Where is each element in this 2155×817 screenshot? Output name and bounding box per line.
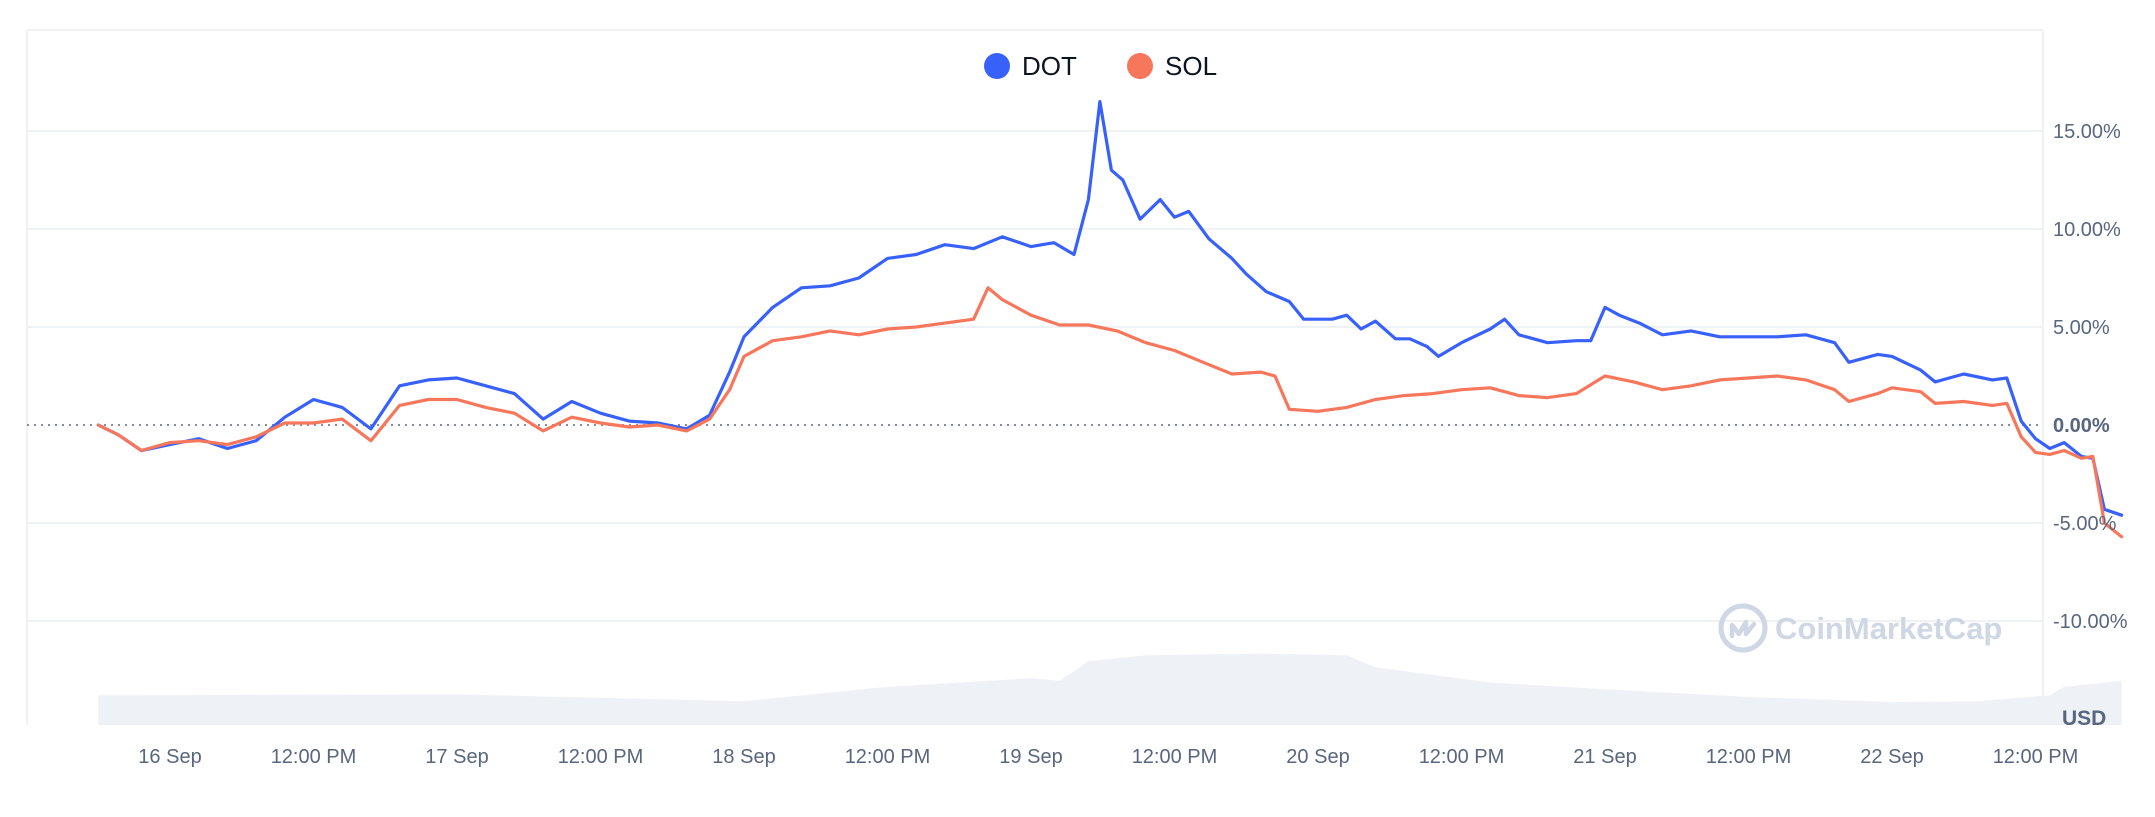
x-tick-label: 19 Sep <box>999 746 1062 768</box>
currency-unit-label: USD <box>2062 707 2106 730</box>
x-tick-label: 20 Sep <box>1286 746 1349 768</box>
watermark-text: CoinMarketCap <box>1775 611 2002 646</box>
x-tick-label: 12:00 PM <box>1419 746 1505 768</box>
watermark: CoinMarketCap <box>1718 603 2002 653</box>
legend-item-sol[interactable]: SOL <box>1127 51 1217 81</box>
legend-marker[interactable] <box>984 53 1010 79</box>
y-tick-label: -5.00% <box>2053 513 2117 535</box>
x-tick-label: 12:00 PM <box>845 746 931 768</box>
volume-layer <box>98 653 2122 725</box>
x-axis: 16 Sep 12:00 PM 17 Sep 12:00 PM 18 Sep 12:00 … <box>138 746 2078 768</box>
volume-area <box>98 653 2122 725</box>
y-axis: 15.00% 10.00% 5.00% 0.00% -5.00% -10.00% <box>2053 121 2128 633</box>
x-tick-label: 18 Sep <box>712 746 775 768</box>
x-tick-label: 16 Sep <box>138 746 201 768</box>
legend-label[interactable]: DOT <box>1022 51 1077 81</box>
x-tick-label: 12:00 PM <box>1132 746 1218 768</box>
x-tick-label: 21 Sep <box>1573 746 1636 768</box>
legend[interactable]: DOT SOL <box>984 51 1217 81</box>
x-tick-label: 12:00 PM <box>1993 746 2079 768</box>
legend-marker[interactable] <box>1127 53 1153 79</box>
series-line-dot[interactable] <box>96 100 2124 517</box>
legend-item-dot[interactable]: DOT <box>984 51 1077 81</box>
series-layer <box>96 100 2124 539</box>
y-tick-label: 5.00% <box>2053 317 2110 339</box>
y-tick-label: 10.00% <box>2053 219 2121 241</box>
series-line-sol[interactable] <box>96 286 2124 539</box>
legend-label[interactable]: SOL <box>1165 51 1217 81</box>
y-tick-label: -10.00% <box>2053 611 2128 633</box>
y-tick-label: 0.00% <box>2053 415 2110 437</box>
x-tick-label: 17 Sep <box>425 746 488 768</box>
x-tick-label: 12:00 PM <box>271 746 357 768</box>
x-tick-label: 12:00 PM <box>1706 746 1792 768</box>
x-tick-label: 12:00 PM <box>558 746 644 768</box>
grid-layer <box>26 29 2044 725</box>
x-tick-label: 22 Sep <box>1860 746 1923 768</box>
y-tick-label: 15.00% <box>2053 121 2121 143</box>
coinmarketcap-logo-icon <box>1718 603 1768 653</box>
